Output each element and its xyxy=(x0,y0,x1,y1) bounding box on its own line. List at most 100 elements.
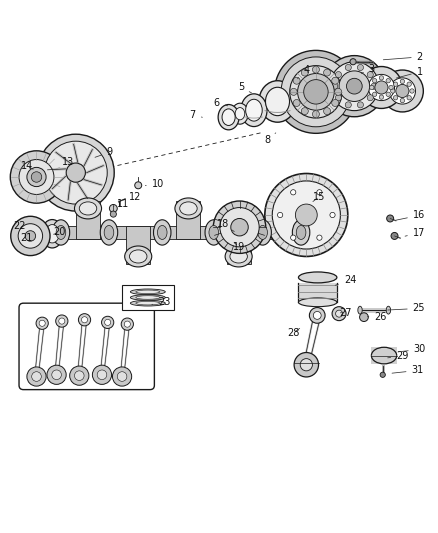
Text: 8: 8 xyxy=(264,133,276,145)
Ellipse shape xyxy=(246,99,262,121)
Circle shape xyxy=(400,99,405,103)
Circle shape xyxy=(389,78,416,104)
Text: 26: 26 xyxy=(367,312,387,322)
Text: 12: 12 xyxy=(121,192,141,201)
FancyBboxPatch shape xyxy=(19,303,154,390)
Text: 2: 2 xyxy=(383,52,423,62)
Circle shape xyxy=(368,75,395,101)
Ellipse shape xyxy=(157,225,167,239)
Circle shape xyxy=(81,317,88,323)
Circle shape xyxy=(27,367,46,386)
Circle shape xyxy=(324,108,331,115)
Circle shape xyxy=(294,352,318,377)
Circle shape xyxy=(281,57,351,127)
Text: 28: 28 xyxy=(287,328,300,338)
Circle shape xyxy=(332,77,339,84)
Text: 4: 4 xyxy=(297,65,309,79)
Ellipse shape xyxy=(222,109,235,125)
Circle shape xyxy=(66,163,85,182)
Circle shape xyxy=(293,100,300,107)
Circle shape xyxy=(339,71,370,101)
Circle shape xyxy=(290,88,297,95)
Circle shape xyxy=(371,83,377,89)
Text: 9: 9 xyxy=(95,147,113,157)
Circle shape xyxy=(36,317,48,329)
Circle shape xyxy=(290,235,296,240)
Circle shape xyxy=(11,151,63,203)
Ellipse shape xyxy=(241,94,267,126)
Circle shape xyxy=(379,95,384,99)
Circle shape xyxy=(360,67,403,108)
Text: 13: 13 xyxy=(62,157,74,167)
Bar xyxy=(298,283,337,302)
Circle shape xyxy=(389,85,393,90)
Circle shape xyxy=(301,108,308,115)
Circle shape xyxy=(44,141,107,204)
Ellipse shape xyxy=(175,198,202,219)
Circle shape xyxy=(336,310,343,317)
Ellipse shape xyxy=(131,300,165,306)
Circle shape xyxy=(357,102,364,108)
Text: 1: 1 xyxy=(396,67,423,78)
Circle shape xyxy=(336,71,342,78)
Ellipse shape xyxy=(100,220,118,245)
Circle shape xyxy=(387,215,394,222)
Ellipse shape xyxy=(41,220,63,248)
Text: 22: 22 xyxy=(13,221,25,231)
Circle shape xyxy=(375,81,388,94)
Circle shape xyxy=(407,95,411,100)
Circle shape xyxy=(372,78,377,83)
Circle shape xyxy=(265,174,348,256)
Circle shape xyxy=(213,201,266,253)
Ellipse shape xyxy=(153,220,171,245)
Ellipse shape xyxy=(358,306,362,314)
Text: 15: 15 xyxy=(313,192,325,201)
Ellipse shape xyxy=(259,80,296,122)
Ellipse shape xyxy=(205,220,223,245)
Circle shape xyxy=(19,159,54,195)
Circle shape xyxy=(410,89,414,93)
Circle shape xyxy=(379,76,384,80)
Ellipse shape xyxy=(180,202,197,215)
Ellipse shape xyxy=(131,289,165,295)
Circle shape xyxy=(370,85,374,90)
Circle shape xyxy=(272,181,340,249)
Circle shape xyxy=(39,320,45,326)
Circle shape xyxy=(110,211,117,217)
Circle shape xyxy=(324,55,385,117)
Circle shape xyxy=(386,78,390,83)
Circle shape xyxy=(117,372,127,381)
Bar xyxy=(177,200,201,239)
Circle shape xyxy=(110,205,117,212)
Circle shape xyxy=(372,92,377,96)
Circle shape xyxy=(309,308,325,323)
Circle shape xyxy=(345,102,351,108)
Ellipse shape xyxy=(386,306,391,314)
Text: 14: 14 xyxy=(21,161,33,171)
Text: 19: 19 xyxy=(233,242,245,252)
Ellipse shape xyxy=(136,296,160,299)
Circle shape xyxy=(297,74,334,110)
Circle shape xyxy=(113,367,132,386)
Circle shape xyxy=(330,62,379,111)
Text: 3: 3 xyxy=(361,64,375,74)
Ellipse shape xyxy=(56,225,66,239)
Text: 5: 5 xyxy=(238,83,251,93)
Ellipse shape xyxy=(292,220,310,245)
Circle shape xyxy=(74,371,84,381)
Ellipse shape xyxy=(298,298,337,306)
Circle shape xyxy=(380,372,385,377)
Text: 29: 29 xyxy=(388,351,409,361)
Text: 24: 24 xyxy=(335,276,356,286)
Text: 7: 7 xyxy=(190,110,202,119)
Circle shape xyxy=(102,316,114,328)
Bar xyxy=(226,226,251,264)
Text: 31: 31 xyxy=(392,366,424,375)
Circle shape xyxy=(332,306,346,321)
Circle shape xyxy=(317,190,322,195)
Circle shape xyxy=(407,82,411,86)
Ellipse shape xyxy=(136,290,160,294)
Text: 30: 30 xyxy=(399,344,426,354)
Circle shape xyxy=(56,315,68,327)
Circle shape xyxy=(37,134,114,211)
